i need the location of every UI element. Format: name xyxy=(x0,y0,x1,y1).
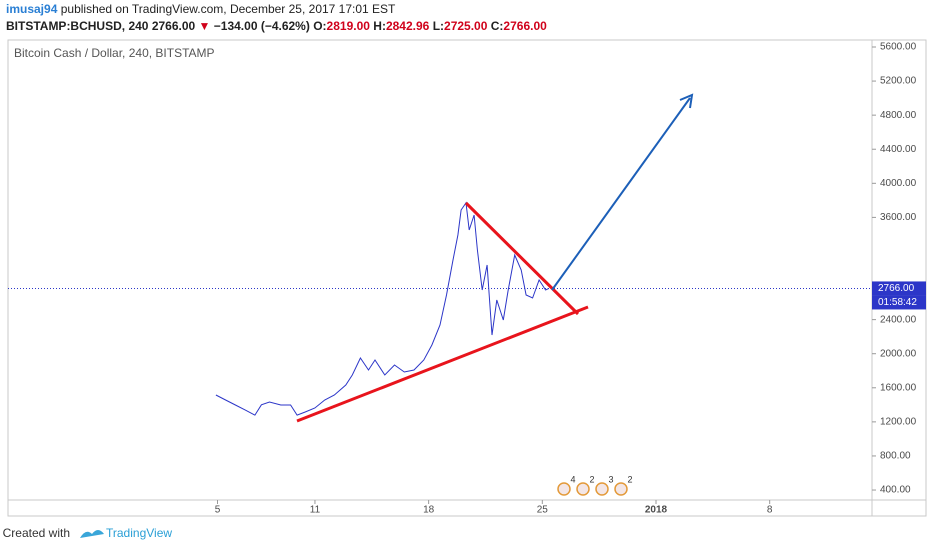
l: 2725.00 xyxy=(444,19,488,33)
published: published on TradingView.com, December 2… xyxy=(61,2,396,16)
y-tick-label: 400.00 xyxy=(880,485,911,496)
footer-brand: TradingView xyxy=(106,526,172,540)
countdown-box xyxy=(872,295,926,310)
y-tick-label: 2000.00 xyxy=(880,348,917,359)
event-icon xyxy=(576,482,590,496)
chart-title: Bitcoin Cash / Dollar, 240, BITSTAMP xyxy=(14,46,215,60)
h: 2842.96 xyxy=(386,19,430,33)
event-count: 2 xyxy=(589,474,594,484)
arrow-head xyxy=(679,93,694,109)
x-tick-label: 11 xyxy=(310,505,321,516)
o: 2819.00 xyxy=(327,19,371,33)
l-label: L: xyxy=(433,19,444,33)
y-tick-label: 5200.00 xyxy=(880,76,917,87)
event-icon xyxy=(614,482,628,496)
last-price-box xyxy=(872,281,926,296)
x-tick-label: 5 xyxy=(215,505,221,516)
y-tick-label: 2400.00 xyxy=(880,314,917,325)
y-tick-label: 5600.00 xyxy=(880,42,917,53)
countdown: 01:58:42 xyxy=(878,297,917,308)
event-icon xyxy=(595,482,609,496)
x-tick-label: 8 xyxy=(767,505,773,516)
change: −134.00 (−4.62%) xyxy=(214,19,310,33)
y-tick-label: 1600.00 xyxy=(880,382,917,393)
trendline-lower xyxy=(296,305,589,423)
arrow: ▼ xyxy=(199,19,211,33)
y-tick-label: 4400.00 xyxy=(880,144,917,155)
forecast-arrow xyxy=(551,97,691,291)
c: 2766.00 xyxy=(503,19,547,33)
y-tick-label: 4000.00 xyxy=(880,178,917,189)
event-count: 3 xyxy=(608,474,613,484)
c-label: C: xyxy=(491,19,504,33)
symbol: BITSTAMP:BCHUSD, 240 xyxy=(6,19,149,33)
y-tick-label: 800.00 xyxy=(880,451,911,462)
price: 2766.00 xyxy=(152,19,196,33)
event-icon xyxy=(557,482,571,496)
user: imusaj94 xyxy=(6,2,58,16)
y-tick-label: 3600.00 xyxy=(880,212,917,223)
x-tick-label: 2018 xyxy=(645,505,668,516)
x-tick-label: 18 xyxy=(423,505,435,516)
frame xyxy=(7,39,927,517)
price-line xyxy=(215,201,550,416)
footer-created: Created with xyxy=(3,526,70,540)
last-price-label: 2766.00 xyxy=(878,283,915,294)
y-tick-label: 1200.00 xyxy=(880,417,917,428)
logo xyxy=(80,530,104,538)
y-tick-label: 4800.00 xyxy=(880,110,917,121)
trendline-upper xyxy=(464,201,580,316)
h-label: H: xyxy=(373,19,386,33)
o-label: O: xyxy=(313,19,326,33)
header: imusaj94 published on TradingView.com, D… xyxy=(6,2,396,16)
event-count: 4 xyxy=(570,474,575,484)
x-tick-label: 25 xyxy=(537,505,549,516)
event-count: 2 xyxy=(627,474,632,484)
quote: BITSTAMP:BCHUSD, 240 2766.00 ▼ −134.00 (… xyxy=(6,19,547,33)
